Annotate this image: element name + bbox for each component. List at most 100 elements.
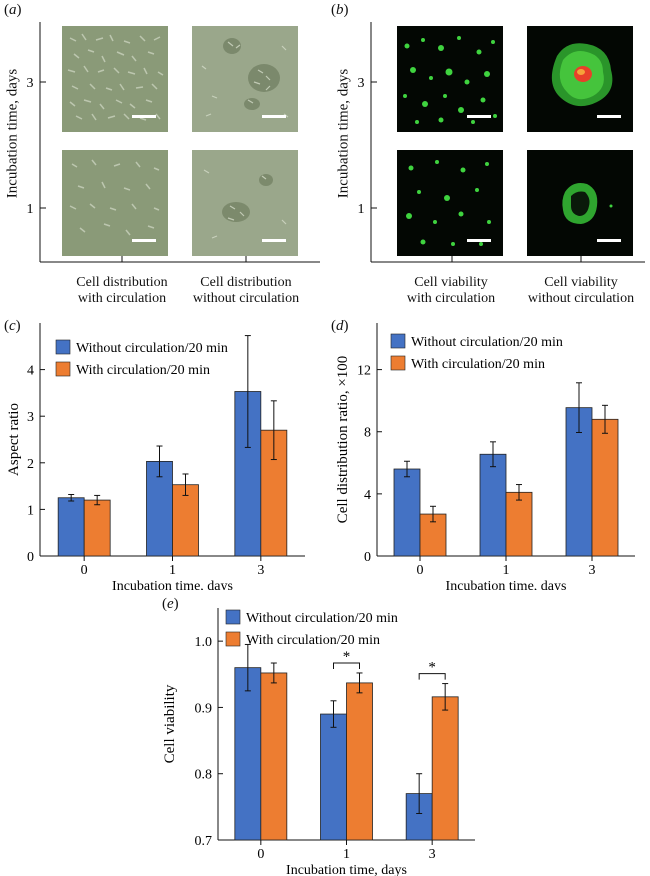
green-dots — [403, 36, 497, 124]
bar-with-circulation — [431, 696, 459, 841]
legend-label-with: With circulation/20 min — [76, 363, 210, 378]
x-tick-label: 0 — [81, 563, 88, 578]
panel-a-axes: 3 1 — [27, 22, 320, 263]
micrograph-viability-with-day3 — [397, 26, 503, 132]
scale-bar — [262, 239, 286, 242]
micrograph-distribution-with-day1 — [62, 150, 168, 256]
bar-without-circulation — [57, 497, 85, 557]
bar-with-circulation — [591, 418, 619, 557]
panel-e: (e) 0.7 0.8 0.9 1.0 0 1 3 * * Incubation time, da… — [150, 594, 490, 876]
bar-without-circulation — [320, 713, 347, 841]
legend-label-with: With circulation/20 min — [246, 633, 380, 648]
cell-texture — [69, 159, 160, 236]
y-tick-label: 8 — [364, 426, 371, 441]
y-axis-label: Cell distribution ratio, ×100 — [335, 356, 351, 524]
panel-b-axes: 3 1 — [358, 22, 645, 263]
micrograph-distribution-without-day3 — [192, 26, 298, 132]
scale-bar — [467, 115, 491, 118]
x-tick-label: 3 — [429, 847, 436, 862]
scale-bar — [132, 115, 156, 118]
y-tick-label: 2 — [27, 457, 34, 472]
spheroid — [562, 183, 613, 224]
x-tick-label: 0 — [417, 563, 424, 578]
y-tick-label: 1.0 — [195, 635, 213, 650]
significance-marker: * — [343, 649, 351, 665]
y-tick-label: 4 — [364, 488, 371, 503]
panel-d: (d) 0 4 8 12 0 1 3 Incubation time, days Cell di… — [325, 318, 650, 590]
spheroid — [551, 43, 613, 107]
legend-swatch-with — [55, 361, 71, 377]
green-dots — [406, 160, 491, 246]
y-tick-label: 12 — [357, 364, 371, 379]
micrograph-distribution-without-day1 — [192, 150, 298, 256]
panel-a-caption-without: Cell distribution without circulation — [192, 275, 300, 306]
panel-b-label: (b) — [331, 2, 349, 18]
x-tick-label: 3 — [589, 563, 596, 578]
x-tick-label: 0 — [257, 847, 264, 862]
scale-bar — [597, 239, 621, 242]
y-tick-label: 3 — [27, 410, 34, 425]
legend-swatch-with — [225, 631, 241, 647]
panel-b-caption-without: Cell viability without circulation — [527, 275, 635, 306]
chart-d: 0 4 8 12 0 1 3 Incubation time, days Cell distri… — [335, 323, 635, 590]
x-tick-label: 3 — [257, 563, 264, 578]
x-axis-label: Incubation time, days — [286, 863, 407, 876]
significance-bracket — [333, 662, 360, 669]
x-axis-label: Incubation time, days — [446, 579, 567, 590]
bar-with-circulation — [172, 484, 199, 557]
legend-swatch-without — [225, 609, 241, 625]
bar-without-circulation — [234, 667, 262, 841]
panel-d-label: (d) — [331, 318, 349, 334]
y-tick-label: 0.8 — [195, 768, 213, 783]
legend-swatch-without — [55, 339, 71, 355]
y-tick-label: 0.7 — [195, 834, 213, 849]
cell-texture — [67, 33, 164, 121]
scale-bar — [262, 115, 286, 118]
micrograph-viability-without-day3 — [527, 26, 633, 132]
legend-label-without: Without circulation/20 min — [246, 611, 398, 626]
legend-swatch-with — [390, 355, 406, 371]
cell-cluster-texture — [201, 38, 289, 118]
legend-swatch-without — [390, 333, 406, 349]
panel-e-label: (e) — [162, 596, 179, 612]
y-axis-label: Aspect ratio — [6, 403, 22, 476]
panel-c-label: (c) — [4, 318, 21, 334]
bar-with-circulation — [83, 499, 111, 557]
scale-bar — [467, 239, 491, 242]
bar-without-circulation — [393, 468, 421, 557]
panel-a: (a) Incubation time, days 3 1 — [0, 0, 325, 310]
bar-with-circulation — [346, 682, 373, 841]
legend-label-without: Without circulation/20 min — [76, 341, 228, 356]
y-tick-label: 0 — [364, 550, 371, 565]
panel-a-label: (a) — [4, 2, 22, 18]
panel-b-row-label-1: 1 — [358, 202, 365, 217]
panel-a-row-label-3: 3 — [27, 76, 34, 91]
panel-b-row-label-3: 3 — [358, 76, 365, 91]
cell-cluster-texture — [203, 169, 287, 239]
scale-bar — [597, 115, 621, 118]
bar-without-circulation — [479, 453, 507, 557]
significance-bracket — [418, 673, 446, 680]
panel-a-row-label-1: 1 — [27, 202, 34, 217]
legend-label-with: With circulation/20 min — [411, 357, 545, 372]
micrograph-viability-with-day1 — [397, 150, 503, 256]
panel-a-caption-with: Cell distribution with circulation — [76, 275, 168, 306]
x-axis-label: Incubation time, days — [112, 579, 233, 590]
chart-c: 0 1 2 3 4 0 1 3 Incubation time, days Aspect rati… — [6, 323, 305, 590]
y-tick-label: 1 — [27, 503, 34, 518]
panel-c: (c) 0 1 2 3 4 0 1 3 Incubation time, days Aspect … — [0, 318, 325, 590]
micrograph-viability-without-day1 — [527, 150, 633, 256]
legend-label-without: Without circulation/20 min — [411, 335, 563, 350]
y-axis-label: Cell viability — [162, 684, 178, 763]
x-tick-label: 1 — [169, 563, 176, 578]
panel-b: (b) Incubation time, days 3 1 — [325, 0, 650, 310]
x-tick-label: 1 — [503, 563, 510, 578]
scale-bar — [132, 239, 156, 242]
chart-e: 0.7 0.8 0.9 1.0 0 1 3 * * Incubation time, days Ce… — [162, 608, 475, 876]
y-tick-label: 4 — [27, 364, 34, 379]
micrograph-distribution-with-day3 — [62, 26, 168, 132]
x-tick-label: 1 — [343, 847, 350, 862]
y-tick-label: 0 — [27, 550, 34, 565]
bar-with-circulation — [260, 672, 288, 841]
y-tick-label: 0.9 — [195, 701, 213, 716]
